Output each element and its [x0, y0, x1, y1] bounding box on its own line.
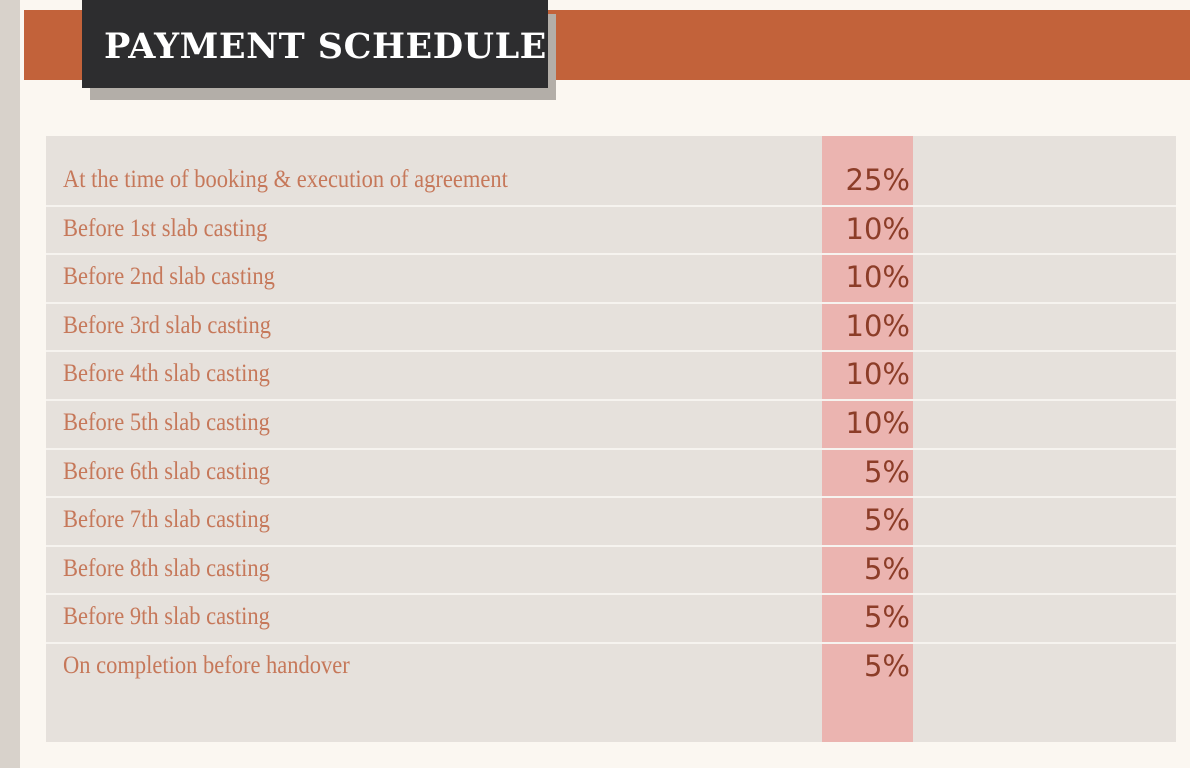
stage-label: On completion before handover	[63, 651, 350, 679]
stage-percent: 10%	[845, 260, 910, 295]
stage-label: Before 4th slab casting	[63, 360, 270, 388]
stage-percent: 10%	[845, 357, 910, 392]
table-row: At the time of booking & execution of ag…	[46, 158, 1176, 207]
stage-label: Before 8th slab casting	[63, 554, 270, 582]
table-row: Before 9th slab casting 5%	[46, 595, 1176, 644]
table-row: Before 5th slab casting 10%	[46, 401, 1176, 450]
stage-percent: 5%	[863, 648, 910, 683]
table-row: Before 8th slab casting 5%	[46, 547, 1176, 596]
page-title: PAYMENT SCHEDULE	[104, 25, 547, 67]
stage-label: Before 6th slab casting	[63, 457, 270, 485]
stage-percent: 5%	[863, 503, 910, 538]
title-box: PAYMENT SCHEDULE	[82, 0, 548, 88]
stage-percent: 10%	[845, 211, 910, 246]
stage-label: Before 5th slab casting	[63, 408, 270, 436]
stage-label: Before 7th slab casting	[63, 506, 270, 534]
table-row: Before 2nd slab casting 10%	[46, 255, 1176, 304]
stage-percent: 10%	[845, 308, 910, 343]
stage-percent: 5%	[863, 551, 910, 586]
table-row: Before 1st slab casting 10%	[46, 207, 1176, 256]
schedule-table	[46, 136, 1176, 742]
schedule-rows: At the time of booking & execution of ag…	[46, 158, 1176, 693]
stage-percent: 10%	[845, 405, 910, 440]
stage-percent: 5%	[863, 600, 910, 635]
table-row: Before 7th slab casting 5%	[46, 498, 1176, 547]
table-row: Before 6th slab casting 5%	[46, 450, 1176, 499]
stage-label: Before 9th slab casting	[63, 603, 270, 631]
table-row: Before 4th slab casting 10%	[46, 352, 1176, 401]
stage-label: At the time of booking & execution of ag…	[63, 166, 508, 193]
table-row: On completion before handover 5%	[46, 644, 1176, 693]
stage-percent: 25%	[845, 163, 910, 197]
stage-label: Before 1st slab casting	[63, 214, 268, 242]
stage-label: Before 2nd slab casting	[63, 263, 275, 291]
stage-percent: 5%	[863, 454, 910, 489]
left-border	[0, 0, 20, 768]
stage-label: Before 3rd slab casting	[63, 311, 272, 339]
table-row: Before 3rd slab casting 10%	[46, 304, 1176, 353]
percent-column-highlight	[822, 136, 913, 742]
